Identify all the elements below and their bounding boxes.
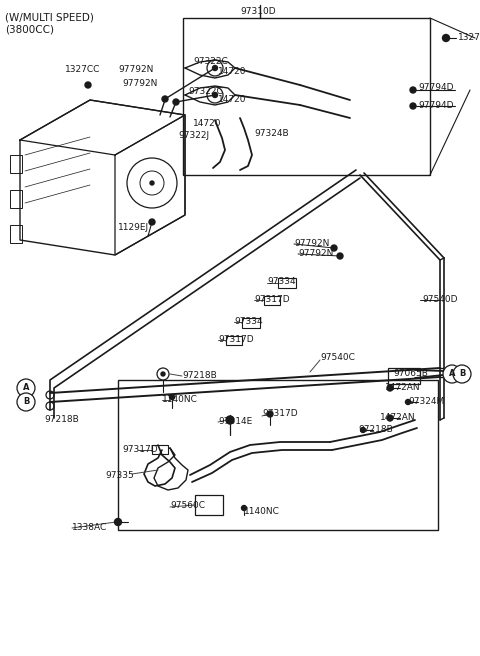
Text: 97560C: 97560C — [170, 501, 205, 510]
Text: A: A — [449, 369, 455, 379]
Bar — [278, 278, 296, 288]
Text: 97322J: 97322J — [178, 131, 209, 140]
Text: 97324B: 97324B — [254, 129, 288, 138]
Circle shape — [387, 415, 393, 421]
Circle shape — [443, 35, 449, 41]
Circle shape — [213, 92, 217, 98]
Text: 97314E: 97314E — [218, 417, 252, 426]
Text: 97310D: 97310D — [240, 7, 276, 16]
Bar — [118, 380, 438, 530]
Bar — [226, 336, 242, 345]
Circle shape — [17, 393, 35, 411]
Text: 14720: 14720 — [218, 96, 247, 104]
Text: 97794D: 97794D — [418, 102, 454, 110]
Text: 97322C: 97322C — [188, 87, 223, 96]
Text: 97335: 97335 — [105, 472, 134, 480]
Text: 97322C: 97322C — [193, 58, 228, 66]
Text: 14720: 14720 — [193, 119, 221, 129]
Text: 1129EJ: 1129EJ — [118, 224, 149, 232]
Text: 97792N: 97792N — [122, 79, 157, 89]
Text: 97065B: 97065B — [393, 369, 428, 379]
Circle shape — [453, 365, 471, 383]
Text: 1327AC: 1327AC — [458, 33, 480, 43]
Bar — [264, 296, 280, 305]
Text: 97317D: 97317D — [254, 295, 289, 304]
Text: 97794D: 97794D — [418, 83, 454, 92]
Circle shape — [150, 181, 154, 185]
Text: 97324M: 97324M — [408, 398, 444, 407]
Bar — [183, 18, 430, 175]
Circle shape — [85, 82, 91, 88]
Text: (W/MULTI SPEED): (W/MULTI SPEED) — [5, 12, 94, 22]
Circle shape — [406, 400, 410, 405]
Circle shape — [115, 518, 121, 525]
Text: (3800CC): (3800CC) — [5, 24, 54, 34]
Circle shape — [162, 96, 168, 102]
Circle shape — [337, 253, 343, 259]
Text: 97334: 97334 — [267, 277, 296, 287]
Text: B: B — [23, 398, 29, 407]
Circle shape — [149, 219, 155, 225]
Text: 97317D: 97317D — [218, 335, 253, 344]
Text: 1472AN: 1472AN — [385, 384, 420, 392]
Circle shape — [241, 506, 247, 510]
Circle shape — [169, 394, 175, 400]
Circle shape — [387, 385, 393, 391]
Text: 97792N: 97792N — [298, 249, 334, 258]
Text: 97540C: 97540C — [320, 354, 355, 363]
Bar — [152, 445, 168, 454]
Text: 1472AN: 1472AN — [380, 413, 416, 422]
Text: 97792N: 97792N — [118, 66, 154, 75]
Circle shape — [226, 416, 234, 424]
Bar — [10, 225, 22, 243]
Text: 97792N: 97792N — [294, 239, 329, 249]
Circle shape — [410, 87, 416, 93]
Circle shape — [443, 365, 461, 383]
Text: 97317D: 97317D — [262, 409, 298, 419]
Circle shape — [410, 103, 416, 109]
Text: 97218B: 97218B — [44, 415, 79, 424]
Circle shape — [17, 379, 35, 397]
Text: 1140NC: 1140NC — [244, 508, 280, 516]
Text: 14720: 14720 — [218, 68, 247, 77]
Text: 1140NC: 1140NC — [162, 396, 198, 405]
Text: 97218B: 97218B — [358, 426, 393, 434]
Bar — [388, 368, 420, 384]
Bar — [10, 155, 22, 173]
Circle shape — [173, 99, 179, 105]
Text: 97334: 97334 — [234, 318, 263, 327]
Text: A: A — [23, 384, 29, 392]
Circle shape — [360, 428, 365, 432]
Bar — [195, 495, 223, 515]
Circle shape — [213, 66, 217, 70]
Text: 1327CC: 1327CC — [65, 66, 100, 75]
Text: 1338AC: 1338AC — [72, 523, 107, 533]
Circle shape — [161, 372, 165, 376]
Text: 97540D: 97540D — [422, 295, 457, 304]
Circle shape — [267, 411, 273, 417]
Text: 97218B: 97218B — [182, 371, 217, 380]
Bar — [10, 190, 22, 208]
Text: 97317D: 97317D — [122, 445, 157, 455]
Text: B: B — [459, 369, 465, 379]
Circle shape — [331, 245, 337, 251]
Bar — [242, 318, 260, 328]
